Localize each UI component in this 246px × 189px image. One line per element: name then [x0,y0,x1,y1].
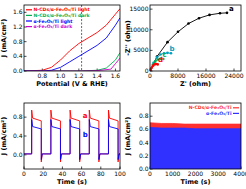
x-tick-label: 0.8 [38,72,48,79]
series-area [150,123,241,169]
series-label: d [158,56,163,64]
x-tick-label: 4000 [233,170,246,177]
series-label: a [229,5,234,13]
x-axis-label: Z' (ohm) [180,80,211,88]
series-line [24,53,120,71]
plot-frame [150,103,241,169]
x-tick-label: 0 [148,72,152,79]
x-tick-label: 3000 [211,170,226,177]
x-tick-label: 0 [148,170,152,177]
series-label: c [163,51,167,59]
x-tick-label: 80 [97,170,105,177]
plot-frame [24,5,120,71]
x-tick-label: 1.6 [111,72,121,79]
y-tick-label: 0.8 [13,113,23,120]
y-tick-label: 1.6 [13,8,23,15]
point [154,60,157,63]
x-tick-label: 24000 [224,72,243,79]
legend-label: N-CDs/α-Fe₂O₃/Ti [189,105,232,110]
plot-area [150,123,241,169]
point [166,41,169,44]
y-tick-label: 10000 [129,26,148,33]
point [226,12,229,15]
plot-frame [24,103,120,169]
y-tick-label: 0 [145,67,149,74]
point [208,14,211,17]
x-tick-label: 40 [59,170,67,177]
legend-swatch [26,26,32,27]
x-tick-label: 16000 [196,72,215,79]
panel: 0.81.01.21.41.60.00.40.81.21.6Potential … [0,5,120,88]
plot-frame [150,5,241,71]
y-tick-label: 15000 [129,5,148,12]
x-tick-label: 100 [114,170,126,177]
point [198,17,201,20]
x-tick-label: 8000 [170,72,185,79]
series-line [24,120,120,160]
background [0,0,246,189]
point [187,22,190,25]
point [219,12,222,15]
y-axis-label: J (mA/cm²) [124,117,132,156]
y-tick-label: 0.0 [13,67,23,74]
plot-area [24,5,120,71]
legend-label: α-Fe₂O₃/Ti [206,111,232,116]
x-axis-label: Time (s) [181,178,211,186]
figure: 0.81.01.21.41.60.00.40.81.21.6Potential … [0,0,246,189]
legend-swatch [26,15,32,16]
y-tick-label: 0.4 [139,139,149,146]
panel: 0 8000 16000 24000 0 5000 10000 15000 Z' (ohm) -Z… [124,5,244,88]
series-area [150,127,241,169]
y-tick-label: 0.0 [13,151,23,158]
y-tick-label: 0.4 [13,52,23,59]
y-tick-label: 0.8 [139,112,149,119]
series-label: b [170,45,175,53]
x-axis-label: Time (s) [57,178,87,186]
x-tick-label: 1000 [165,170,180,177]
legend-label: α-Fe₂O₃/Ti dark [34,24,74,29]
y-axis-label: -Z'' (ohm) [124,20,132,55]
y-axis-label: J (mA/cm²) [0,117,8,156]
point [177,31,180,34]
x-tick-label: 1.2 [74,72,84,79]
y-axis-label: J (mA/cm²) [0,19,8,58]
series-label: b [83,131,88,139]
legend-label: N-CDs/α-Fe₂O₃/Ti light [34,7,91,12]
x-tick-label: 20 [39,170,47,177]
legend-label: N-CDs/α-Fe₂O₃/Ti dark [34,13,91,18]
x-tick-label: 0 [22,170,26,177]
panel: 0 1000 2000 3000 4000 0.0 0.2 0.4 0.6 0.8 Time (s)… [124,103,246,186]
series-label: a [83,112,88,120]
x-tick-label: 1.4 [92,72,102,79]
y-tick-label: 0.0 [139,165,149,172]
x-tick-label: 60 [78,170,86,177]
x-axis-label: Potential (V & RHE) [36,80,108,88]
series-line [151,53,171,70]
legend-swatch [26,20,32,21]
x-tick-label: 2000 [188,170,203,177]
series-line [24,18,120,71]
y-tick-label: 0.6 [139,125,149,132]
panel: 0 20 40 60 80 100 0.0 0.4 0.8 Time (s) J (mA/cm²) a… [0,103,126,186]
series-line [151,13,227,69]
y-tick-label: 5000 [133,46,148,53]
y-tick-label: 0.2 [139,152,149,159]
legend-label: α-Fe₂O₃/Ti light [34,19,74,24]
legend-swatch [26,9,32,10]
plot-area [24,110,120,162]
plot-area [150,12,228,71]
legend-swatch [233,107,239,108]
x-tick-label: 1.0 [56,72,66,79]
y-tick-label: 1.2 [13,23,23,30]
series-line [24,110,120,162]
series-line [24,58,120,71]
y-tick-label: 0.4 [13,132,23,139]
series-line [24,9,120,71]
legend-swatch [233,113,239,114]
y-tick-label: 0.8 [13,38,23,45]
